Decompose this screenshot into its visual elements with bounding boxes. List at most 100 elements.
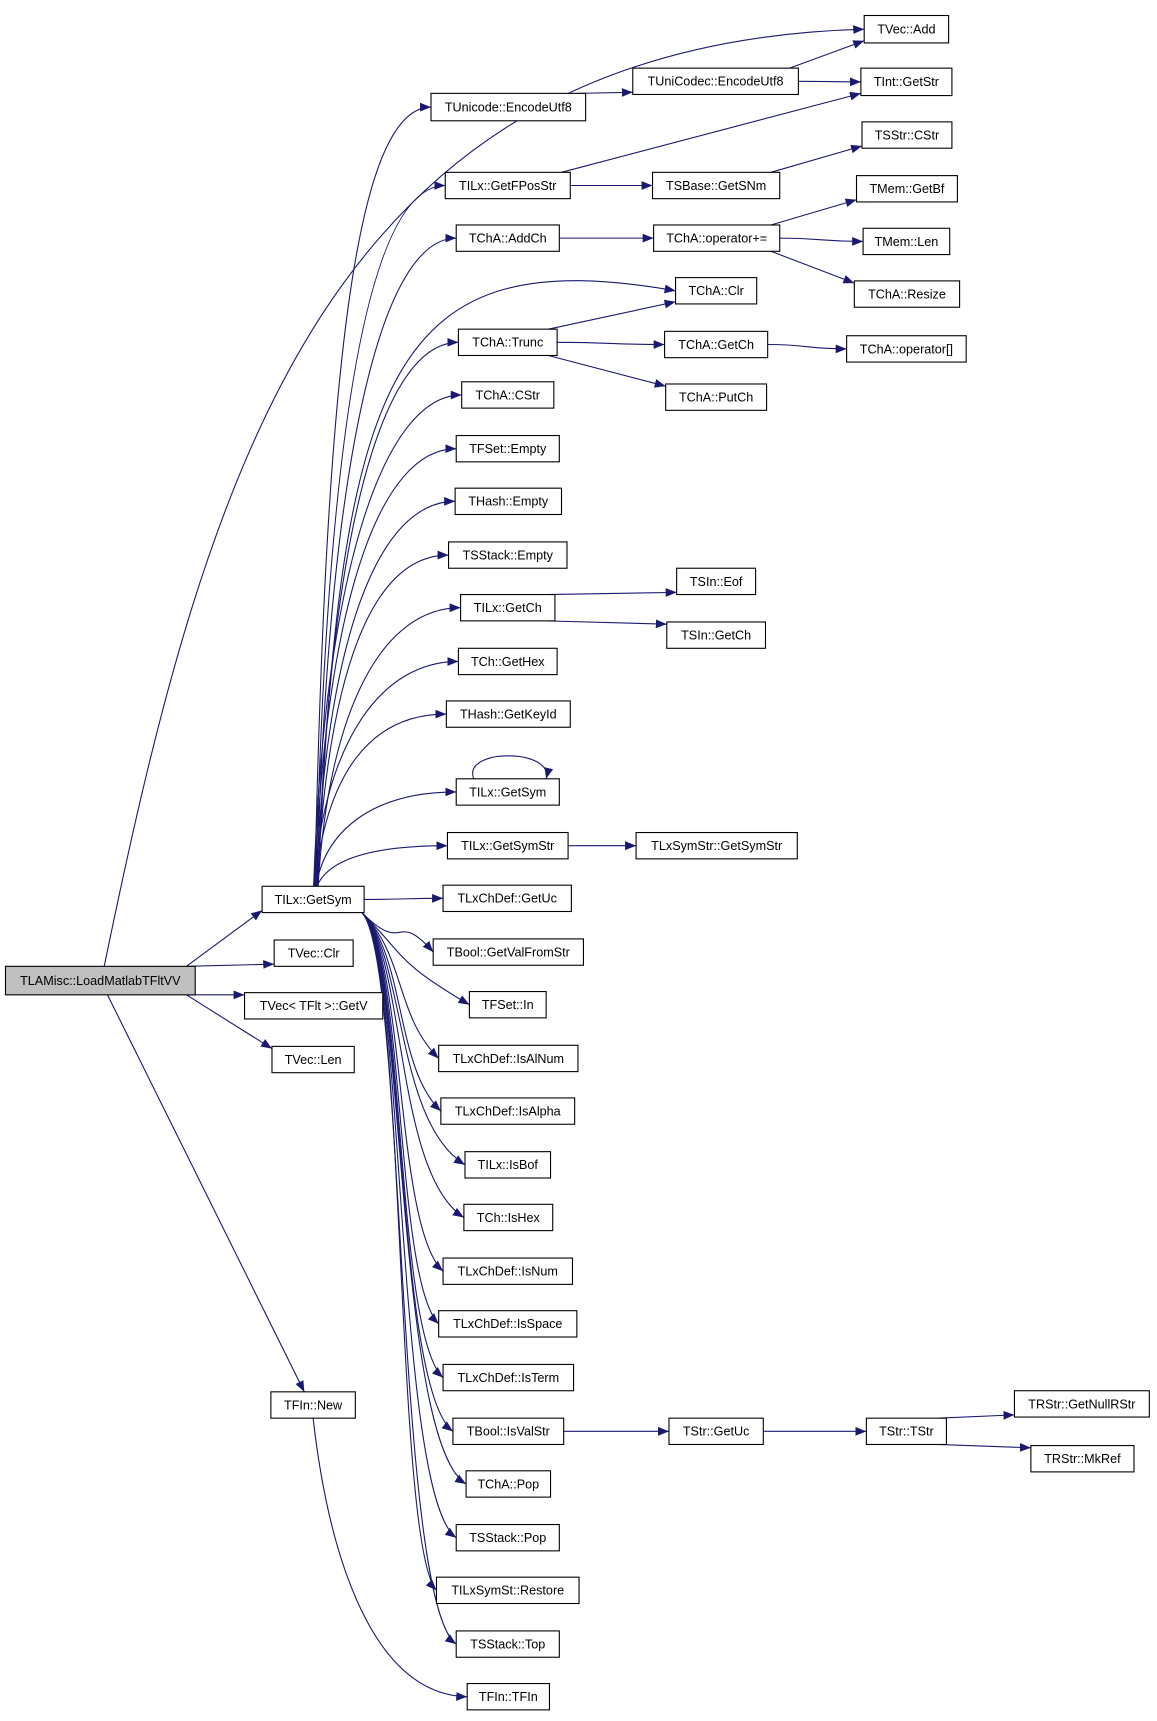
call-edge <box>361 912 457 1645</box>
node-label: TRStr::MkRef <box>1044 1452 1121 1466</box>
node-label: TSIn::Eof <box>690 575 743 589</box>
function-node[interactable]: TSStack::Pop <box>455 1523 560 1552</box>
function-node[interactable]: TFIn::New <box>270 1391 356 1419</box>
function-node[interactable]: TChA::GetCh <box>664 330 769 359</box>
function-node[interactable]: TStr::GetUc <box>668 1417 764 1446</box>
node-box <box>446 831 569 860</box>
function-node[interactable]: TStr::TStr <box>865 1417 947 1446</box>
function-node[interactable]: TSIn::GetCh <box>666 621 767 649</box>
function-node[interactable]: TLxChDef::IsAlNum <box>438 1044 579 1073</box>
function-node[interactable]: TLxChDef::GetUc <box>442 884 572 913</box>
function-node[interactable]: TBool::IsValStr <box>452 1417 565 1446</box>
call-edge <box>361 912 465 1218</box>
node-label: TLxChDef::IsNum <box>458 1265 558 1279</box>
function-node[interactable]: TVec::Clr <box>273 939 354 967</box>
call-edge <box>361 912 467 1485</box>
call-edge <box>313 657 459 887</box>
function-node[interactable]: TLxSymStr::GetSymStr <box>635 831 798 860</box>
node-label: TLxSymStr::GetSymStr <box>651 839 782 853</box>
node-box <box>454 487 563 516</box>
node-box <box>273 939 354 967</box>
function-node[interactable]: TUnicode::EncodeUtf8 <box>430 92 587 122</box>
function-node[interactable]: TChA::Trunc <box>457 328 558 357</box>
function-node[interactable]: TSStr::CStr <box>861 121 953 149</box>
node-box <box>461 381 555 409</box>
call-edge <box>361 912 434 953</box>
node-box <box>452 1417 565 1446</box>
call-edge <box>770 250 855 284</box>
function-node[interactable]: TChA::AddCh <box>455 224 560 252</box>
function-node[interactable]: TChA::operator+= <box>653 224 781 252</box>
node-box <box>466 1683 550 1711</box>
function-node[interactable]: TMem::Len <box>862 227 951 256</box>
node-label: TILx::GetCh <box>474 601 542 615</box>
function-node[interactable]: TFSet::In <box>468 991 547 1019</box>
function-node[interactable]: TInt::GetStr <box>860 67 953 97</box>
function-node[interactable]: TChA::operator[] <box>846 335 967 363</box>
function-node[interactable]: TILxSymSt::Restore <box>435 1576 580 1605</box>
call-edge <box>361 912 444 1272</box>
call-edge <box>315 181 446 887</box>
call-edge <box>779 237 864 246</box>
function-node[interactable]: TVec< TFlt >::GetV <box>244 992 384 1020</box>
function-node[interactable]: TSBase::GetSNm <box>651 171 781 200</box>
root-function-node[interactable]: TLAMisc::LoadMatlabTFltVV <box>4 965 196 996</box>
function-node[interactable]: TMem::GetBf <box>855 175 958 203</box>
node-box <box>468 991 547 1019</box>
function-node[interactable]: TLxChDef::IsTerm <box>442 1363 575 1392</box>
node-label: TLxChDef::IsSpace <box>453 1317 562 1331</box>
function-node[interactable]: TFSet::Empty <box>455 434 560 463</box>
function-node[interactable]: TILx::GetSymStr <box>446 831 569 860</box>
node-box <box>244 992 384 1020</box>
function-node[interactable]: TLxChDef::IsSpace <box>438 1310 578 1338</box>
function-node[interactable]: TLxChDef::IsAlpha <box>440 1097 576 1125</box>
function-node[interactable]: THash::Empty <box>454 487 563 516</box>
function-node[interactable]: TILx::GetFPosStr <box>444 171 571 200</box>
node-box <box>440 1097 576 1125</box>
call-edge <box>561 91 862 173</box>
function-node[interactable]: TRStr::MkRef <box>1030 1445 1135 1473</box>
function-node[interactable]: TChA::PutCh <box>665 383 768 411</box>
node-label: TILx::GetSym <box>275 893 352 907</box>
function-node[interactable]: TChA::Resize <box>853 280 961 308</box>
function-node[interactable]: TSStack::Empty <box>447 541 568 569</box>
node-box <box>664 330 769 359</box>
function-node[interactable]: TLxChDef::IsNum <box>442 1257 574 1285</box>
call-edge <box>361 912 440 1059</box>
call-edge <box>361 912 466 1166</box>
function-node[interactable]: TRStr::GetNullRStr <box>1013 1390 1150 1418</box>
node-box <box>666 621 767 649</box>
node-box <box>635 831 798 860</box>
call-edge <box>770 198 857 226</box>
function-node[interactable]: TVec::Len <box>271 1045 355 1074</box>
edges-layer <box>103 25 1031 1701</box>
node-box <box>863 14 950 44</box>
function-node[interactable]: TUniCodec::EncodeUtf8 <box>632 67 799 96</box>
function-node[interactable]: TILx::GetSym <box>455 778 560 806</box>
function-node[interactable]: THash::GetKeyId <box>445 700 571 728</box>
function-node[interactable]: TBool::GetValFromStr <box>432 938 584 966</box>
node-label: TFIn::TFIn <box>479 1690 538 1704</box>
call-edge <box>361 912 470 1006</box>
function-node[interactable]: TVec::Add <box>863 14 950 44</box>
call-edge <box>548 299 676 330</box>
node-box <box>463 1203 554 1232</box>
function-node[interactable]: TChA::Clr <box>675 277 758 305</box>
function-node[interactable]: TILx::GetCh <box>460 594 556 622</box>
call-edge <box>186 994 273 1050</box>
function-node[interactable]: TCh::GetHex <box>457 647 558 676</box>
node-label: TSIn::GetCh <box>681 629 751 643</box>
node-box <box>455 1523 560 1552</box>
function-node[interactable]: TSIn::Eof <box>676 567 757 596</box>
function-node[interactable]: TFIn::TFIn <box>466 1683 550 1711</box>
function-node[interactable]: TCh::IsHex <box>463 1203 554 1232</box>
node-box <box>460 594 556 622</box>
function-node[interactable]: TChA::CStr <box>461 381 555 409</box>
call-edge <box>364 893 444 903</box>
function-node[interactable]: TILx::IsBof <box>464 1151 552 1179</box>
function-node[interactable]: TChA::Pop <box>465 1470 552 1498</box>
node-label: TInt::GetStr <box>874 75 939 89</box>
function-node[interactable]: TSStack::Top <box>455 1630 560 1658</box>
function-node[interactable]: TILx::GetSym <box>261 885 365 914</box>
